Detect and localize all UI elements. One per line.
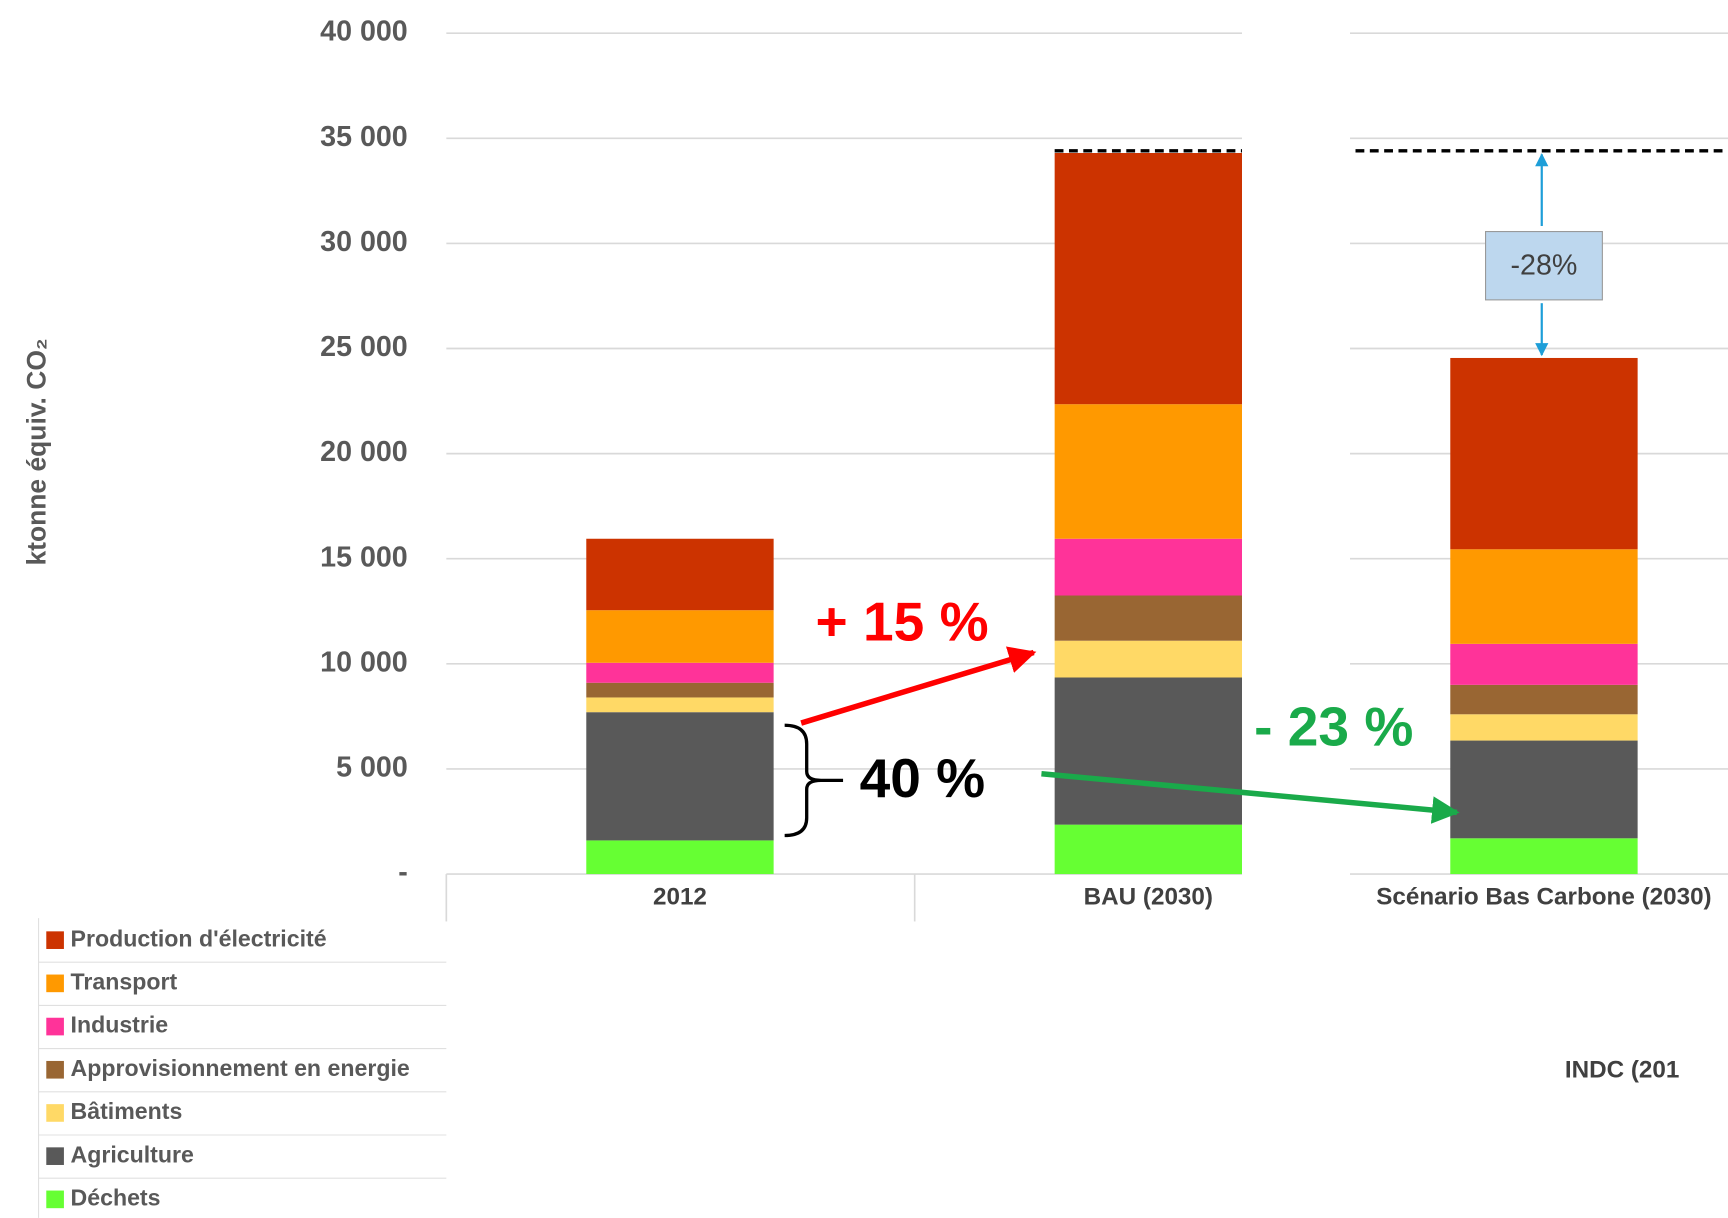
legend-label: Production d'électricité — [71, 925, 327, 951]
annotation: INDC (201 — [1565, 1057, 1679, 1084]
bar-segment — [586, 610, 774, 663]
legend-swatch — [46, 1147, 64, 1165]
bar-segment — [1450, 740, 1638, 839]
bar-segment — [1054, 824, 1242, 875]
legend-swatch — [46, 1104, 64, 1122]
bar-segment — [1054, 640, 1242, 678]
legend-label: Industrie — [71, 1012, 169, 1038]
bar-segment — [1450, 838, 1638, 875]
y-tick-label: 35 000 — [320, 121, 408, 153]
brace — [784, 723, 844, 838]
x-tick-label: 2012 — [653, 884, 707, 911]
bar-segment — [586, 682, 774, 698]
image-gap — [1242, 0, 1350, 926]
y-tick-label: 40 000 — [320, 16, 408, 48]
bar-segment — [586, 662, 774, 683]
y-tick-label: - — [398, 857, 408, 889]
bar-segment — [1054, 677, 1242, 825]
y-tick-label: 30 000 — [320, 226, 408, 258]
bar-segment — [586, 697, 774, 713]
legend-swatch — [46, 974, 64, 993]
bar-segment — [1054, 538, 1242, 596]
legend-label: Déchets — [71, 1184, 161, 1210]
bar-segment — [1054, 153, 1242, 405]
legend-swatch — [46, 1017, 64, 1036]
y-tick-label: 15 000 — [320, 541, 408, 573]
annotation-box — [1484, 230, 1603, 301]
legend-label: Agriculture — [71, 1141, 194, 1167]
bar-segment — [1054, 404, 1242, 539]
y-tick-label: 5 000 — [336, 751, 408, 783]
legend-swatch — [46, 1190, 64, 1209]
bar-segment — [586, 712, 774, 841]
arrow — [1041, 771, 1460, 824]
annotation: - 23 % — [1254, 695, 1413, 757]
legend-label: Transport — [71, 968, 178, 994]
legend-swatch — [46, 1060, 64, 1079]
bar-segment — [1450, 714, 1638, 741]
legend-label: Approvisionnement en energie — [71, 1055, 410, 1081]
x-tick-label: Scénario Bas Carbone (2030) — [1376, 884, 1711, 911]
y-tick-label: 10 000 — [320, 646, 408, 678]
y-tick-label: 20 000 — [320, 436, 408, 468]
bar-segment — [1054, 595, 1242, 641]
y-tick-label: 25 000 — [320, 331, 408, 363]
bar-segment — [586, 538, 774, 611]
annotation: 40 % — [860, 747, 986, 809]
x-tick-label: BAU (2030) — [1084, 884, 1213, 911]
bar-segment — [1450, 684, 1638, 715]
annotation: + 15 % — [816, 591, 989, 653]
arrow — [800, 646, 1037, 726]
legend-label: Bâtiments — [71, 1098, 183, 1124]
bar-segment — [586, 840, 774, 875]
bar-segment — [1450, 357, 1638, 550]
legend-swatch — [46, 931, 64, 949]
y-axis-label: ktonne équiv. CO₂ — [22, 338, 52, 565]
annotation: -28% — [1511, 249, 1578, 281]
bar-segment — [1450, 549, 1638, 644]
bar-segment — [1450, 643, 1638, 685]
